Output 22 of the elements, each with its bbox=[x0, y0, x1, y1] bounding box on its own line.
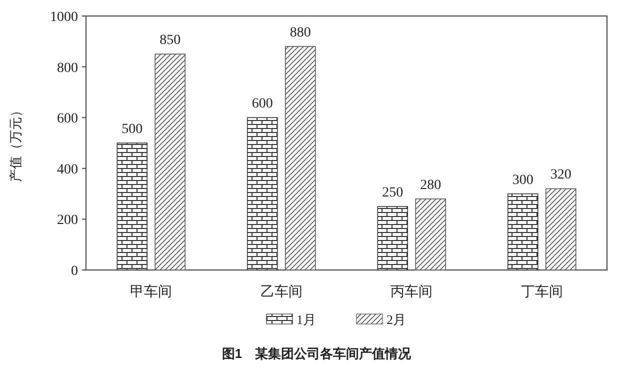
x-tick-label: 丙车间 bbox=[390, 284, 433, 300]
data-label: 320 bbox=[550, 168, 572, 183]
data-label: 850 bbox=[160, 33, 181, 48]
legend-label: 2月 bbox=[386, 312, 406, 327]
y-tick-label: 0 bbox=[71, 264, 78, 279]
y-tick-label: 400 bbox=[57, 162, 78, 178]
x-tick-label: 丁车间 bbox=[520, 284, 563, 300]
data-label: 250 bbox=[382, 186, 404, 200]
y-tick-label: 800 bbox=[57, 60, 78, 76]
text: 图1 某集团公司各车间产值情况 bbox=[222, 346, 412, 361]
y-tick-label: 200 bbox=[57, 213, 78, 228]
data-label: 500 bbox=[122, 122, 143, 137]
data-label: 280 bbox=[420, 178, 442, 193]
data-label: 880 bbox=[290, 25, 311, 40]
y-tick-label: 600 bbox=[57, 112, 78, 127]
y-axis-title: 产值（万元） bbox=[8, 104, 23, 182]
data-label: 300 bbox=[512, 172, 534, 188]
legend-label: 1月 bbox=[296, 312, 316, 327]
x-tick-label: 乙车间 bbox=[260, 284, 302, 300]
x-tick-label: 甲车间 bbox=[130, 284, 172, 300]
y-tick-label: 1000 bbox=[50, 10, 78, 25]
data-label: 600 bbox=[252, 96, 273, 112]
